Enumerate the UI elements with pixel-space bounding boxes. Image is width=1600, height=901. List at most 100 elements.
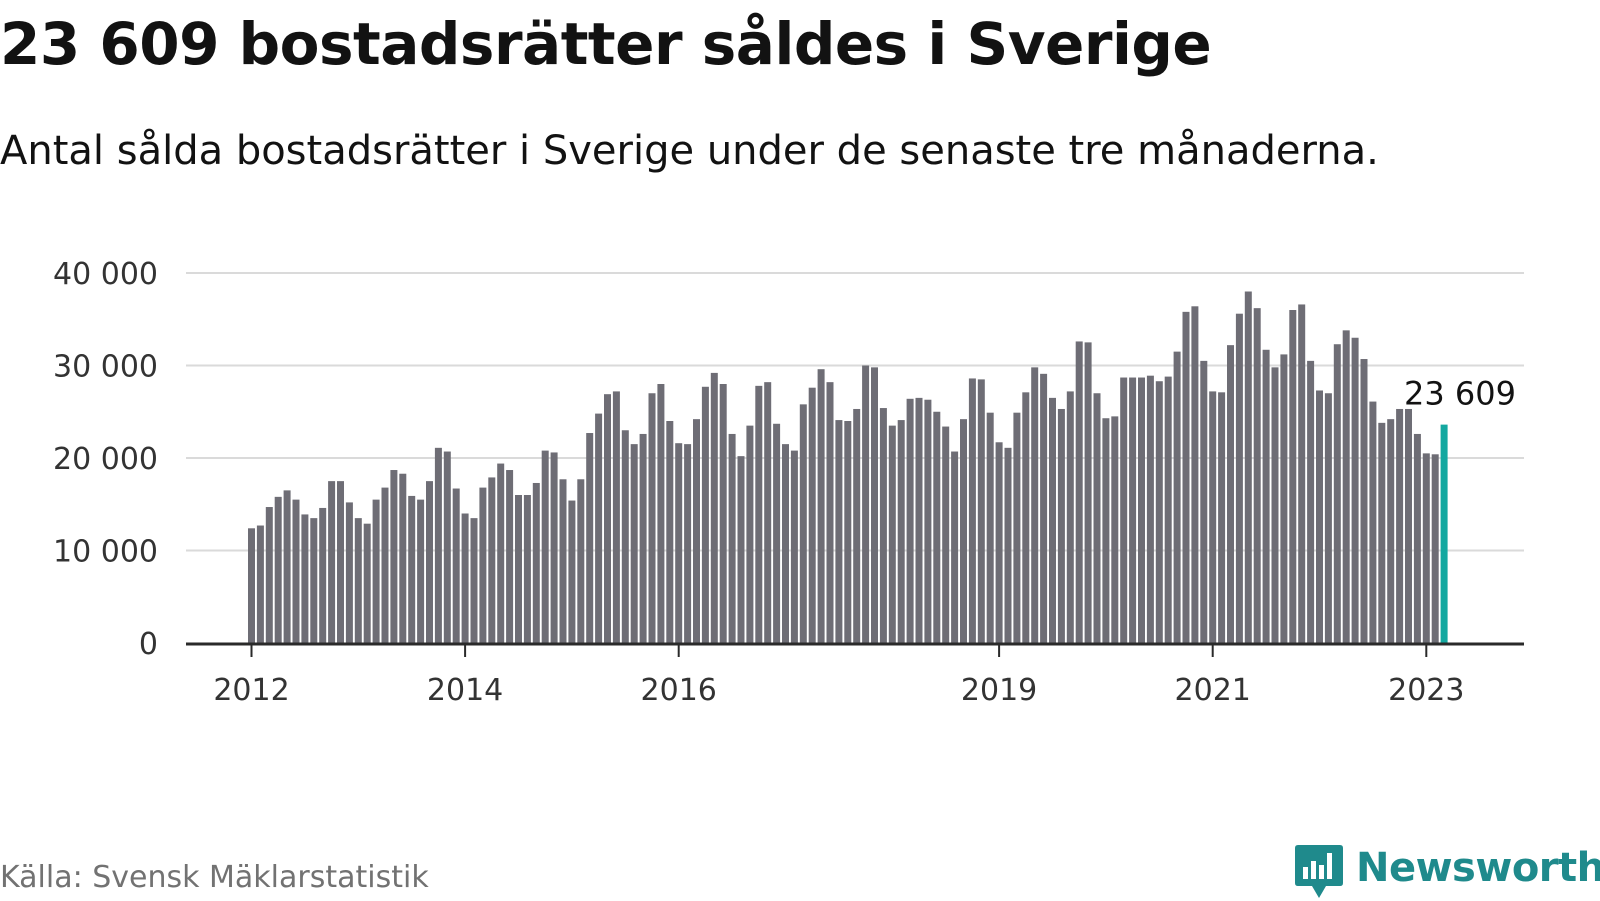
- bar: [1182, 311, 1190, 643]
- bar: [621, 430, 629, 643]
- bar: [924, 399, 932, 643]
- bar: [372, 499, 380, 643]
- bar: [1129, 377, 1137, 643]
- bar: [1235, 313, 1243, 643]
- bar: [506, 470, 514, 643]
- bar: [1333, 344, 1341, 643]
- bar: [630, 444, 638, 643]
- bar: [1422, 453, 1430, 643]
- bar: [1102, 418, 1110, 643]
- bar: [479, 487, 487, 643]
- bar: [853, 408, 861, 643]
- bar: [1413, 433, 1421, 643]
- bar: [461, 513, 469, 643]
- bar: [354, 518, 362, 643]
- y-tick-label: 0: [139, 627, 158, 662]
- chart-subtitle: Antal sålda bostadsrätter i Sverige unde…: [0, 128, 1379, 174]
- bar: [1164, 376, 1172, 643]
- bar: [523, 495, 531, 643]
- newsworthy-logo: Newsworthy: [1294, 843, 1600, 898]
- bar: [666, 421, 674, 643]
- bar: [746, 425, 754, 643]
- bar: [835, 420, 843, 643]
- bar: [1084, 342, 1092, 643]
- bar: [1298, 304, 1306, 643]
- bar: [470, 518, 478, 643]
- bar: [657, 384, 665, 643]
- x-tick-label: 2012: [213, 673, 289, 708]
- bar: [915, 397, 923, 643]
- bar: [1075, 341, 1083, 643]
- bar: [755, 385, 763, 643]
- bar: [595, 413, 603, 643]
- bar: [443, 451, 451, 643]
- bar: [1244, 291, 1252, 643]
- bar: [1253, 308, 1261, 643]
- bar: [808, 387, 816, 643]
- bar: [1342, 330, 1350, 643]
- bar: [363, 523, 371, 643]
- bar: [1280, 354, 1288, 643]
- bar: [345, 502, 353, 643]
- bar: [586, 433, 594, 643]
- x-tick-label: 2014: [427, 673, 503, 708]
- y-tick-label: 30 000: [53, 350, 158, 385]
- bar: [710, 372, 718, 643]
- bar: [888, 425, 896, 643]
- bar: [1209, 391, 1217, 643]
- bar: [390, 470, 398, 643]
- x-tick-label: 2021: [1175, 673, 1251, 708]
- bar: [1396, 408, 1404, 643]
- bar: [265, 507, 273, 643]
- bar: [844, 421, 852, 643]
- bar: [684, 444, 692, 643]
- bar: [1378, 422, 1386, 643]
- bar: [612, 391, 620, 643]
- bar: [497, 463, 505, 643]
- data-label-latest: 23 609: [1404, 375, 1516, 413]
- y-axis-tick-labels: 0 10 000 20 000 30 000 40 000: [53, 257, 158, 662]
- bar: [693, 419, 700, 643]
- bar: [826, 382, 834, 643]
- bar: [1120, 377, 1128, 643]
- bar: [550, 452, 558, 643]
- x-tick-label: 2016: [641, 673, 717, 708]
- bar: [986, 412, 994, 643]
- bar: [1013, 412, 1021, 643]
- bar: [1022, 392, 1030, 643]
- bar: [408, 495, 416, 643]
- bar: [310, 518, 318, 643]
- y-tick-label: 20 000: [53, 442, 158, 477]
- bar: [897, 420, 905, 643]
- brand-name: Newsworthy: [1356, 845, 1600, 891]
- bar: [1262, 349, 1270, 643]
- bar: [532, 482, 540, 643]
- bar: [381, 487, 389, 643]
- x-axis-tick-labels: 2012 2014 2016 2019 2021 2023: [213, 673, 1464, 708]
- bar: [1155, 381, 1163, 643]
- bar: [764, 382, 772, 643]
- bar: [1405, 408, 1412, 643]
- bar: [319, 507, 327, 643]
- bar: [782, 444, 789, 643]
- bar: [417, 499, 425, 643]
- bar: [248, 528, 255, 643]
- bar: [871, 367, 878, 643]
- bar: [568, 500, 576, 643]
- bar: [879, 408, 887, 643]
- bar: [1307, 360, 1315, 643]
- bar: [1066, 391, 1074, 643]
- bar: [728, 433, 736, 643]
- bar: [1191, 306, 1199, 643]
- bar: [737, 456, 745, 643]
- bar: [274, 496, 282, 643]
- bar: [1146, 375, 1154, 643]
- bar: [399, 473, 407, 643]
- bar: [773, 423, 781, 643]
- annotations: 23 609: [1404, 375, 1516, 413]
- bar: [977, 379, 985, 643]
- bar: [292, 499, 300, 643]
- bar: [426, 481, 433, 643]
- bar: [1360, 359, 1368, 643]
